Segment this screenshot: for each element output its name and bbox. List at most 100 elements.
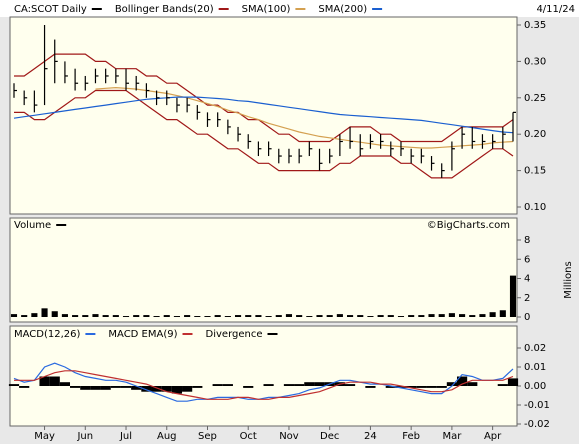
y-tick-label: -0.01 — [524, 400, 550, 411]
sma-line — [95, 86, 514, 149]
divergence-bar — [497, 384, 508, 386]
y-axis-label: Millions — [563, 261, 574, 298]
volume-bar — [438, 314, 445, 317]
y-tick-label: 8 — [524, 235, 530, 246]
volume-bar — [122, 316, 130, 317]
volume-bar — [10, 314, 18, 317]
legend-label: SMA(100) — [242, 4, 291, 15]
x-tick-label: Mar — [442, 431, 462, 442]
divergence-bar — [426, 386, 437, 388]
divergence-bar — [80, 386, 91, 390]
volume-bar — [92, 314, 99, 317]
macd-line — [14, 370, 514, 400]
y-tick-label: 0.00 — [524, 381, 546, 392]
y-tick-label: 0.10 — [524, 202, 546, 213]
volume-bar — [499, 310, 506, 317]
volume-bar — [397, 316, 405, 317]
volume-bar — [194, 316, 201, 317]
x-tick-label: Oct — [240, 431, 257, 442]
legend-label: CA:SCOT Daily — [14, 4, 87, 15]
divergence-bar — [8, 384, 20, 386]
volume-bar — [204, 316, 211, 317]
price-panel — [9, 16, 518, 215]
volume-bar — [133, 315, 140, 317]
y-tick-label: 0.20 — [524, 129, 546, 140]
divergence-bar — [263, 384, 274, 386]
bollinger-upper — [14, 53, 514, 143]
divergence-bar — [456, 376, 468, 386]
divergence-bar — [39, 376, 50, 386]
x-tick-label: Sep — [198, 431, 217, 442]
divergence-bar — [344, 384, 356, 386]
legend-label: Divergence — [206, 329, 263, 340]
volume-bar — [245, 315, 252, 317]
chart-date: 4/11/24 — [536, 4, 575, 15]
volume-bar — [489, 312, 496, 317]
x-tick-label: Nov — [279, 431, 299, 442]
volume-bar — [72, 315, 79, 317]
x-tick-label: Jun — [76, 431, 93, 442]
volume-bar — [459, 314, 466, 317]
volume-bar — [377, 315, 384, 317]
y-tick-label: 0.25 — [524, 93, 546, 104]
volume-bar — [357, 315, 364, 317]
header-strip — [0, 0, 579, 17]
volume-bar — [143, 315, 150, 317]
x-tick-label: May — [34, 431, 55, 442]
divergence-bar — [467, 382, 478, 386]
y-tick-label: 0.35 — [524, 20, 546, 31]
volume-bar — [41, 308, 48, 317]
divergence-bar — [161, 386, 172, 392]
divergence-bar — [131, 386, 142, 390]
divergence-bar — [385, 386, 396, 388]
legend-label: MACD EMA(9) — [108, 329, 177, 340]
bollinger-lower — [14, 89, 514, 179]
divergence-bar — [19, 386, 30, 388]
volume-bar — [408, 315, 415, 317]
volume-bar — [418, 315, 425, 317]
divergence-bar — [304, 382, 315, 386]
volume-bar — [112, 315, 119, 317]
divergence-bar — [395, 386, 407, 388]
legend-label: Bollinger Bands(20) — [115, 4, 214, 15]
divergence-bar — [90, 386, 101, 390]
divergence-bar — [446, 382, 457, 386]
divergence-bar — [100, 386, 111, 390]
divergence-bar — [436, 386, 447, 388]
volume-bar — [265, 316, 272, 317]
x-tick-label: Apr — [484, 431, 502, 442]
volume-bar — [509, 275, 517, 317]
x-tick-label: Feb — [402, 431, 420, 442]
volume-bar — [21, 315, 28, 317]
y-tick-label: -0.02 — [524, 419, 550, 430]
volume-bar — [102, 315, 109, 317]
x-tick-label: Dec — [320, 431, 339, 442]
divergence-bar — [110, 386, 121, 388]
y-tick-label: 4 — [524, 274, 530, 285]
volume-bar — [31, 313, 38, 317]
divergence-bar — [416, 386, 427, 388]
volume-bar — [296, 315, 303, 317]
volume-bar — [448, 313, 455, 317]
volume-bar — [316, 315, 323, 317]
volume-bar — [347, 315, 354, 317]
divergence-bar — [192, 386, 203, 388]
volume-bar — [82, 315, 89, 317]
legend-label: MACD(12,26) — [14, 329, 81, 340]
volume-bar — [234, 315, 242, 317]
volume-bar — [214, 315, 221, 317]
divergence-bar — [406, 386, 417, 388]
volume-bar — [367, 316, 374, 317]
divergence-bar — [49, 376, 60, 386]
volume-bar — [224, 316, 231, 317]
y-tick-label: 0.01 — [524, 362, 546, 373]
divergence-bar — [182, 386, 193, 392]
volume-bar — [306, 316, 313, 317]
volume-bar — [153, 316, 160, 317]
divergence-bar — [243, 386, 254, 388]
y-tick-label: 0.02 — [524, 343, 546, 354]
divergence-bar — [212, 384, 223, 386]
volume-panel — [9, 217, 518, 323]
divergence-bar — [171, 386, 183, 394]
watermark: ©BigCharts.com — [427, 220, 510, 231]
